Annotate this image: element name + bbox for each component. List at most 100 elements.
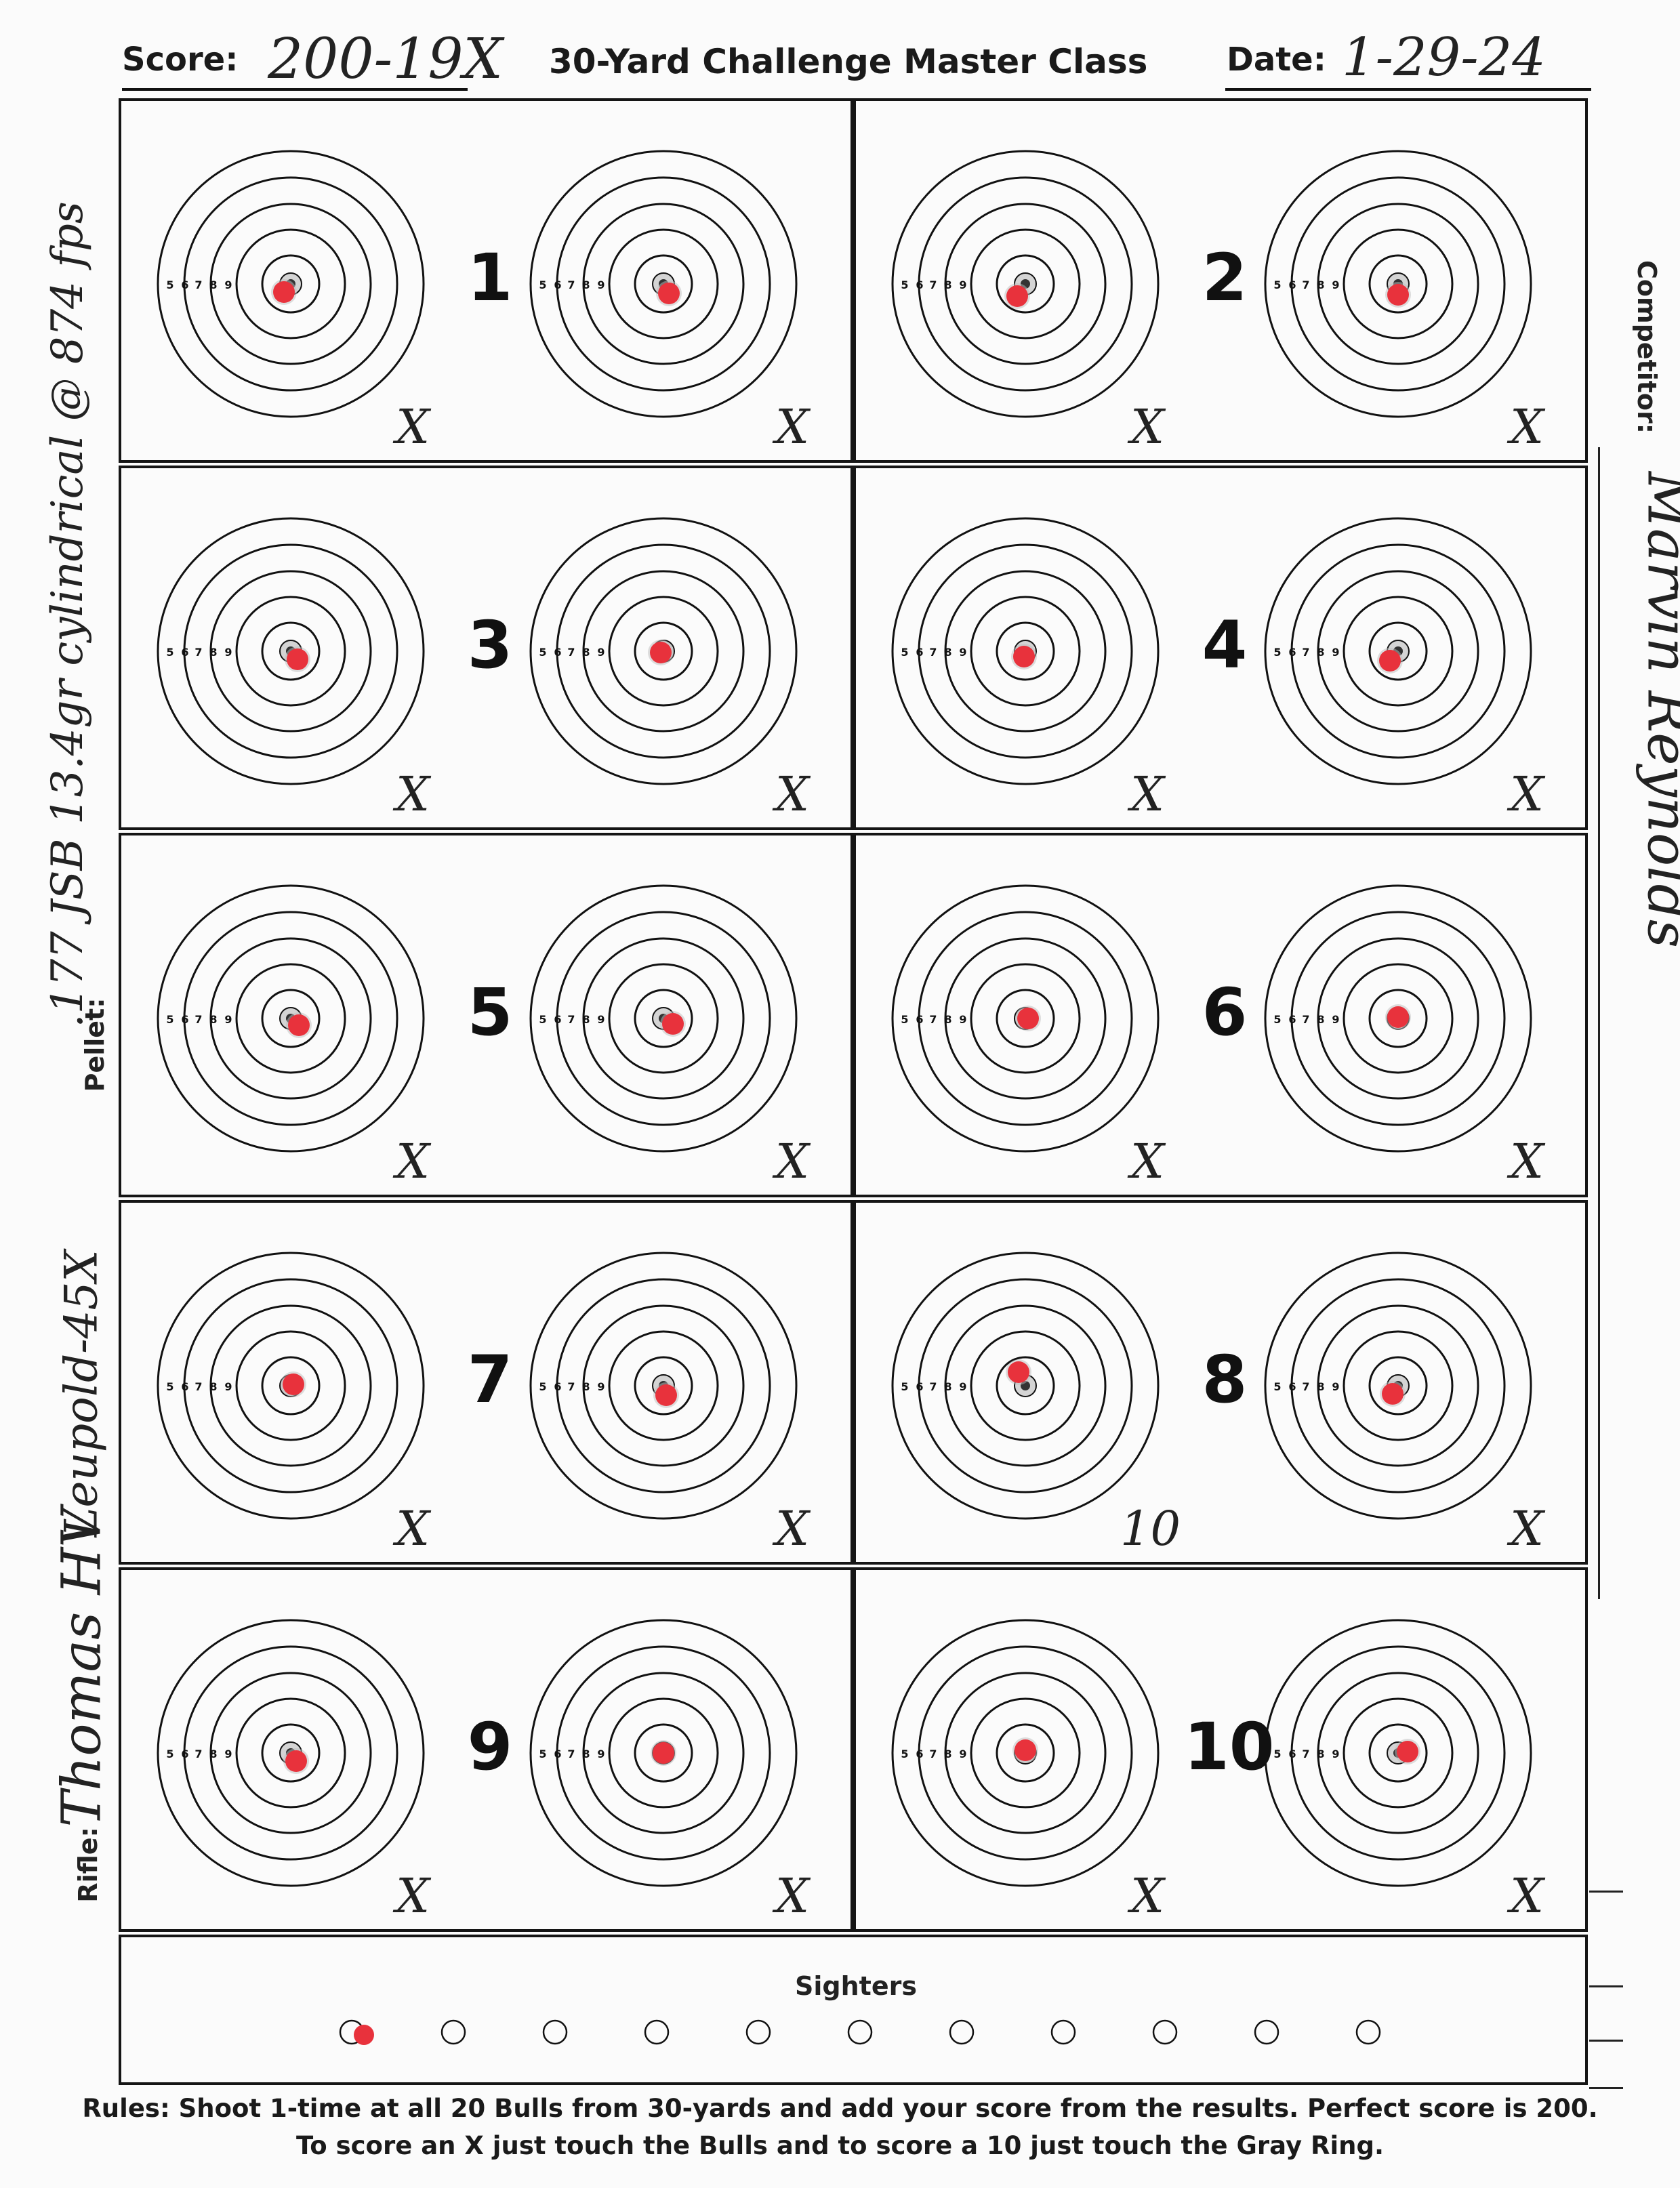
pellet-hole bbox=[288, 1014, 310, 1036]
ring-number-label: 8 bbox=[944, 1380, 951, 1393]
ring-number-label: 8 bbox=[944, 278, 951, 291]
target-pair-8: 5 6 7 8 9 5 6 7 8 9 8 10 X bbox=[853, 1200, 1588, 1565]
pair-number: 1 bbox=[467, 240, 513, 316]
ring-number-label: 6 bbox=[1288, 1380, 1296, 1393]
ring-number-label: 8 bbox=[209, 646, 217, 659]
date-underline bbox=[1225, 88, 1591, 91]
ring-number-label: 5 bbox=[166, 1380, 173, 1393]
sighter-ring bbox=[1050, 2019, 1076, 2045]
ring-number-label: 7 bbox=[567, 278, 575, 291]
pellet-hole bbox=[1006, 285, 1028, 307]
pair-number: 3 bbox=[467, 607, 513, 683]
scoring-ring bbox=[918, 1278, 1133, 1493]
ring-number-label: 5 bbox=[539, 278, 546, 291]
scoring-ring bbox=[1317, 937, 1479, 1100]
scoring-ring bbox=[1264, 1619, 1532, 1887]
ring-number-label: 8 bbox=[209, 1748, 217, 1760]
scoring-ring bbox=[261, 989, 321, 1048]
ring-number-label: 9 bbox=[959, 646, 966, 659]
score-mark-handwritten: X bbox=[396, 1868, 430, 1924]
ring-number-label: 5 bbox=[539, 646, 546, 659]
scoring-ring bbox=[944, 570, 1107, 732]
ring-number-label: 7 bbox=[567, 646, 575, 659]
score-mark-handwritten: X bbox=[1130, 399, 1164, 455]
scoring-ring bbox=[183, 543, 398, 759]
scoring-ring bbox=[1264, 517, 1532, 785]
scoring-ring bbox=[608, 1330, 719, 1441]
ring-number-label: 6 bbox=[1288, 1013, 1296, 1026]
date-label: Date: bbox=[1227, 41, 1326, 79]
ring-number-label: 7 bbox=[1302, 1748, 1309, 1760]
pellet-hole bbox=[1017, 1008, 1039, 1029]
ring-number-label: 5 bbox=[166, 1013, 173, 1026]
ring-number-label: 8 bbox=[209, 278, 217, 291]
scoring-ring bbox=[209, 937, 372, 1100]
scoring-ring bbox=[1264, 1252, 1532, 1520]
ring-number-label: 9 bbox=[224, 1748, 232, 1760]
scoring-ring bbox=[157, 884, 425, 1153]
scoring-ring bbox=[891, 1619, 1160, 1887]
ring-number-label: 7 bbox=[1302, 1380, 1309, 1393]
scoring-ring bbox=[1317, 1672, 1479, 1834]
sighter-ring bbox=[441, 2019, 466, 2045]
scoring-ring bbox=[183, 1645, 398, 1861]
ring-number-label: 9 bbox=[1332, 1748, 1339, 1760]
scoring-ring bbox=[529, 884, 798, 1153]
ring-number-label: 5 bbox=[901, 646, 908, 659]
scoring-ring bbox=[157, 1252, 425, 1520]
ring-number-label: 5 bbox=[1273, 646, 1281, 659]
scoring-ring bbox=[529, 517, 798, 785]
scoring-ring bbox=[1343, 596, 1454, 707]
scoring-ring bbox=[634, 254, 693, 314]
sighter-ring bbox=[949, 2019, 975, 2045]
scoring-ring bbox=[608, 963, 719, 1074]
ring-number-label: 8 bbox=[944, 1013, 951, 1026]
pellet-hole bbox=[650, 642, 672, 663]
pellet-hole bbox=[285, 1750, 307, 1772]
sighter-bull bbox=[441, 2019, 466, 2045]
sighter-bull bbox=[949, 2019, 975, 2045]
ring-number-label: 6 bbox=[916, 278, 923, 291]
ring-number-label: 8 bbox=[582, 1748, 590, 1760]
scoring-ring bbox=[1343, 963, 1454, 1074]
scoring-ring bbox=[235, 1330, 346, 1441]
scoring-ring bbox=[157, 517, 425, 785]
sighter-ring bbox=[1355, 2019, 1381, 2045]
scoring-ring bbox=[1368, 621, 1428, 681]
scoring-ring bbox=[891, 517, 1160, 785]
sighter-ring bbox=[644, 2019, 670, 2045]
pellet-hole bbox=[1387, 284, 1409, 306]
scoring-ring bbox=[891, 1252, 1160, 1520]
scoring-ring bbox=[261, 1356, 321, 1416]
ring-number-label: 6 bbox=[916, 646, 923, 659]
scoring-ring bbox=[996, 254, 1055, 314]
rifle-label: Rifle: bbox=[73, 1827, 103, 1903]
rifle-value-handwritten: Thomas HV bbox=[49, 1508, 113, 1828]
scoring-ring bbox=[1343, 1697, 1454, 1809]
ring-number-label: 6 bbox=[916, 1013, 923, 1026]
sighter-ring bbox=[1152, 2019, 1178, 2045]
pair-number: 10 bbox=[1184, 1709, 1275, 1785]
ring-number-label: 9 bbox=[1332, 1013, 1339, 1026]
sighter-ring bbox=[745, 2019, 771, 2045]
ring-number-label: 8 bbox=[1317, 1380, 1324, 1393]
scoring-ring bbox=[157, 1619, 425, 1887]
scoring-ring bbox=[261, 1723, 321, 1783]
ruler-tick bbox=[1589, 2087, 1623, 2089]
ring-number-label: 6 bbox=[916, 1748, 923, 1760]
score-mark-handwritten: X bbox=[396, 766, 430, 822]
ring-number-label: 5 bbox=[901, 1748, 908, 1760]
scoring-ring bbox=[235, 1697, 346, 1809]
score-mark-handwritten: X bbox=[775, 399, 809, 455]
score-label: Score: bbox=[122, 41, 239, 79]
ring-number-label: 9 bbox=[1332, 646, 1339, 659]
pellet-hole bbox=[655, 1384, 677, 1406]
scoring-ring bbox=[996, 1723, 1055, 1783]
pellet-hole bbox=[273, 281, 295, 303]
ring-number-label: 6 bbox=[181, 1748, 188, 1760]
